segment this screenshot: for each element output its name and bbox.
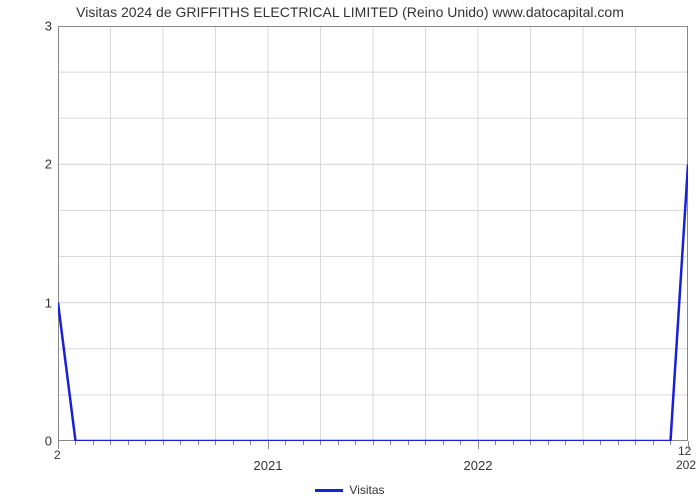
- x-minor-tick: [215, 441, 216, 445]
- x-tick-2021: 2021: [254, 458, 283, 473]
- x-minor-tick: [338, 441, 339, 445]
- x-minor-tick: [303, 441, 304, 445]
- x-minor-tick: [635, 441, 636, 445]
- legend-swatch: [315, 489, 343, 492]
- legend-label: Visitas: [349, 483, 384, 497]
- x-minor-tick: [425, 441, 426, 445]
- x-minor-tick: [145, 441, 146, 445]
- x-minor-tick: [513, 441, 514, 445]
- y-tick-3: 3: [38, 19, 52, 34]
- x-minor-tick: [110, 441, 111, 445]
- x-minor-tick: [75, 441, 76, 445]
- x-minor-tick: [320, 441, 321, 445]
- x-minor-tick: [198, 441, 199, 445]
- x-minor-tick: [618, 441, 619, 445]
- x-end-left: 2: [54, 448, 61, 462]
- chart-container: Visitas 2024 de GRIFFITHS ELECTRICAL LIM…: [0, 0, 700, 500]
- x-minor-tick: [548, 441, 549, 445]
- x-minor-tick: [250, 441, 251, 445]
- x-minor-tick: [390, 441, 391, 445]
- y-tick-2: 2: [38, 157, 52, 172]
- x-minor-tick: [565, 441, 566, 445]
- x-minor-tick: [478, 441, 479, 449]
- x-minor-tick: [530, 441, 531, 445]
- x-minor-tick: [495, 441, 496, 445]
- x-minor-tick: [58, 441, 59, 449]
- x-minor-tick: [128, 441, 129, 445]
- x-minor-tick: [583, 441, 584, 445]
- y-tick-0: 0: [38, 434, 52, 449]
- x-minor-tick: [670, 441, 671, 445]
- x-minor-tick: [163, 441, 164, 445]
- y-tick-1: 1: [38, 295, 52, 310]
- x-minor-tick: [600, 441, 601, 445]
- x-minor-tick: [460, 441, 461, 445]
- x-minor-tick: [180, 441, 181, 445]
- chart-title: Visitas 2024 de GRIFFITHS ELECTRICAL LIM…: [0, 4, 700, 20]
- x-minor-tick: [268, 441, 269, 449]
- x-minor-tick: [233, 441, 234, 445]
- x-minor-tick: [408, 441, 409, 445]
- x-minor-tick: [443, 441, 444, 445]
- x-end-right-bottom: 202: [676, 458, 696, 472]
- x-minor-tick: [355, 441, 356, 445]
- x-minor-tick: [373, 441, 374, 445]
- plot-area: [58, 26, 688, 441]
- x-minor-tick: [653, 441, 654, 445]
- x-minor-tick: [93, 441, 94, 445]
- x-tick-2022: 2022: [464, 458, 493, 473]
- x-minor-tick: [285, 441, 286, 445]
- x-minor-tick: [688, 441, 689, 449]
- x-end-right-top: 12: [678, 444, 691, 458]
- chart-svg: [58, 26, 688, 441]
- legend: Visitas: [0, 483, 700, 497]
